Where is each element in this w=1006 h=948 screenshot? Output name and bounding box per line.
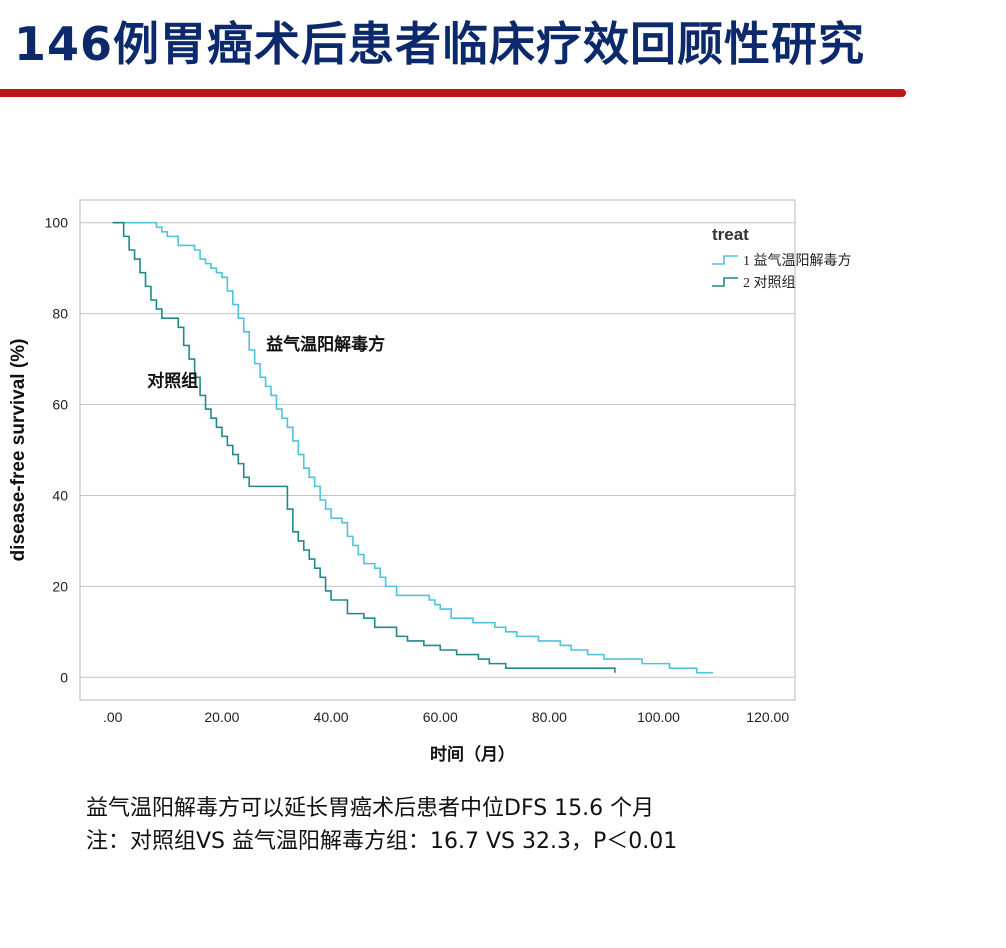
note-line-1: 益气温阳解毒方可以延长胃癌术后患者中位DFS 15.6 个月 xyxy=(86,796,655,821)
y-axis-label: disease-free survival (%) xyxy=(8,339,29,562)
survival-curve-2 xyxy=(112,221,616,673)
y-axis-ticks: 0 20 40 60 80 100 xyxy=(45,215,69,686)
y-tick-label: 20 xyxy=(52,578,68,594)
y-tick-label: 40 xyxy=(52,487,68,503)
footnotes: 益气温阳解毒方可以延长胃癌术后患者中位DFS 15.6 个月 注：对照组VS 益… xyxy=(86,792,677,858)
slide-title: 146例胃癌术后患者临床疗效回顾性研究 xyxy=(14,17,866,71)
legend-item-label: 2 对照组 xyxy=(743,275,796,291)
x-tick-label: 60.00 xyxy=(423,709,458,725)
x-axis-ticks: .00 20.00 40.00 60.00 80.00 100.00 120.00 xyxy=(103,709,789,725)
x-tick-label: 40.00 xyxy=(314,709,349,725)
x-tick-label: 120.00 xyxy=(746,709,789,725)
legend-title: treat xyxy=(712,225,749,244)
gridlines xyxy=(80,222,795,678)
y-tick-label: 80 xyxy=(52,306,68,322)
x-tick-label: 80.00 xyxy=(532,709,567,725)
y-tick-label: 100 xyxy=(45,215,69,231)
survival-chart: 0 20 40 60 80 100 .00 20.00 40.00 60.00 80.00 100.… xyxy=(8,199,852,764)
x-tick-label: .00 xyxy=(103,709,123,725)
curve-annotation-2: 对照组 xyxy=(147,370,198,390)
note-line-2: 注：对照组VS 益气温阳解毒方组：16.7 VS 32.3，P＜0.01 xyxy=(86,829,678,854)
legend-swatch xyxy=(712,277,738,287)
x-tick-label: 20.00 xyxy=(204,709,239,725)
plot-area xyxy=(79,199,796,701)
curve-annotation-1: 益气温阳解毒方 xyxy=(266,334,385,354)
survival-curves xyxy=(112,221,714,674)
survival-curve-1 xyxy=(112,221,714,674)
y-tick-label: 60 xyxy=(52,397,68,413)
legend-swatch xyxy=(712,255,738,265)
title-divider xyxy=(0,89,906,97)
x-axis-label: 时间（月） xyxy=(430,744,515,764)
legend-item-label: 1 益气温阳解毒方 xyxy=(743,253,852,269)
legend: treat 1 益气温阳解毒方 2 对照组 xyxy=(712,225,852,291)
x-tick-label: 100.00 xyxy=(637,709,680,725)
y-tick-label: 0 xyxy=(60,669,68,685)
